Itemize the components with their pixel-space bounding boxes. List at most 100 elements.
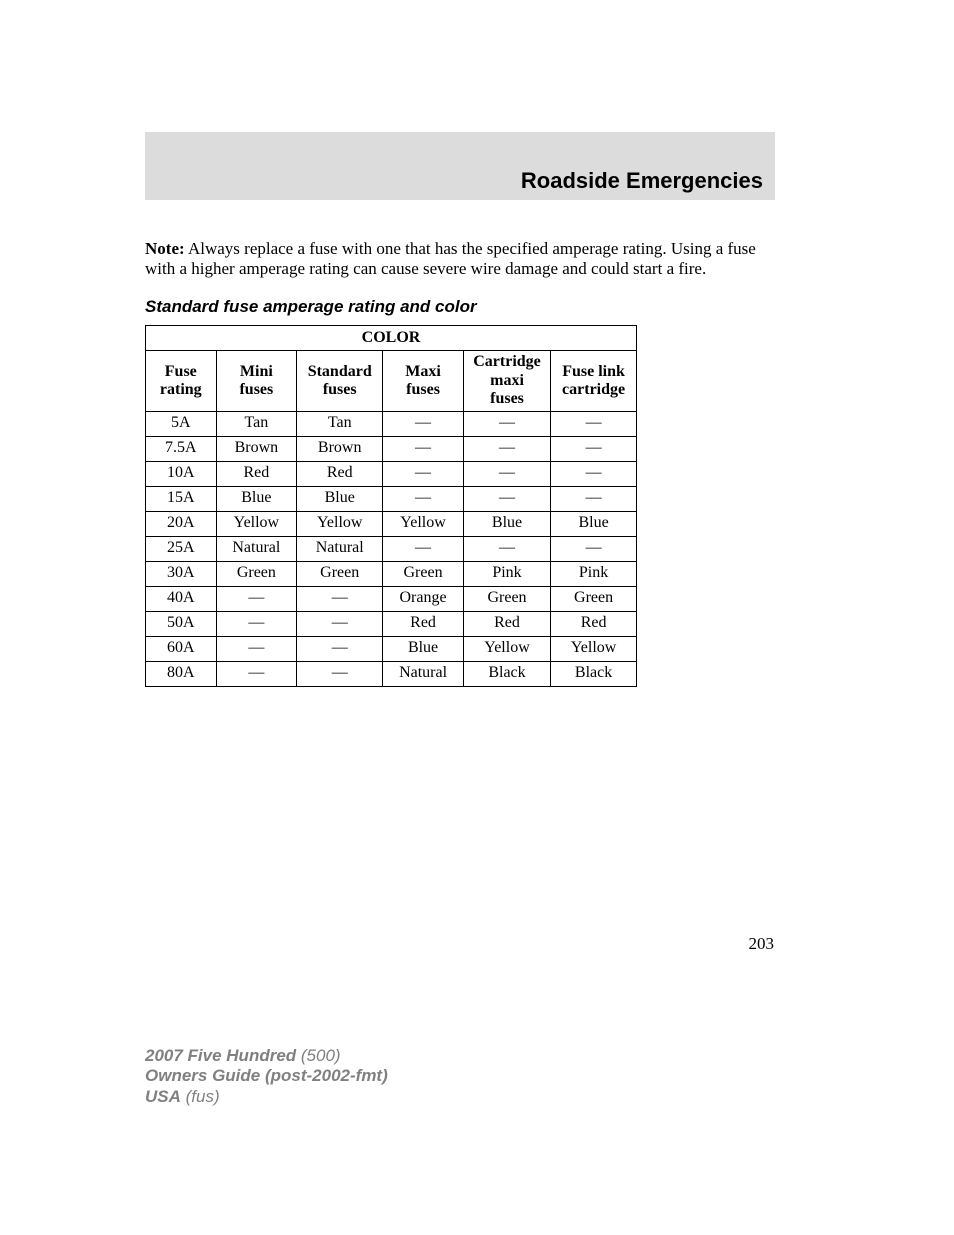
table-cell: Brown <box>216 436 297 461</box>
table-row: 5ATanTan——— <box>146 411 637 436</box>
table-column-header: Standardfuses <box>297 351 383 411</box>
table-row: 7.5ABrownBrown——— <box>146 436 637 461</box>
page: Roadside Emergencies Note: Always replac… <box>0 0 954 1235</box>
table-cell: Green <box>216 561 297 586</box>
table-header-row-color: COLOR <box>146 326 637 351</box>
table-cell: Natural <box>297 536 383 561</box>
table-cell: Red <box>551 611 637 636</box>
table-column-header: Cartridgemaxifuses <box>463 351 550 411</box>
table-row: 25ANaturalNatural——— <box>146 536 637 561</box>
table-cell: Orange <box>383 586 464 611</box>
table-row: 15ABlueBlue——— <box>146 486 637 511</box>
table-cell: Tan <box>216 411 297 436</box>
fuse-color-table: COLOR FuseratingMinifusesStandardfusesMa… <box>145 325 637 687</box>
table-cell: — <box>463 461 550 486</box>
table-row: 40A——OrangeGreenGreen <box>146 586 637 611</box>
table-column-header: Fuserating <box>146 351 217 411</box>
note-label: Note: <box>145 239 185 258</box>
table-cell: Red <box>463 611 550 636</box>
table-column-header: Maxifuses <box>383 351 464 411</box>
table-row: 10ARedRed——— <box>146 461 637 486</box>
footer-line-3: USA (fus) <box>145 1087 388 1107</box>
table-cell: 80A <box>146 661 217 686</box>
table-cell: — <box>216 636 297 661</box>
body-content: Note: Always replace a fuse with one tha… <box>145 222 775 687</box>
table-cell: — <box>297 661 383 686</box>
footer-region-code: (fus) <box>181 1087 220 1106</box>
footer-guide: Owners Guide (post-2002-fmt) <box>145 1066 388 1085</box>
table-cell: Green <box>551 586 637 611</box>
table-cell: — <box>463 411 550 436</box>
table-cell: — <box>216 586 297 611</box>
table-cell: Blue <box>463 511 550 536</box>
table-cell: Brown <box>297 436 383 461</box>
table-cell: 30A <box>146 561 217 586</box>
table-cell: Green <box>297 561 383 586</box>
table-cell: — <box>383 461 464 486</box>
table-cell: Green <box>383 561 464 586</box>
subheading-fuse-rating: Standard fuse amperage rating and color <box>145 297 775 317</box>
table-cell: — <box>383 436 464 461</box>
table-cell: — <box>551 461 637 486</box>
table-cell: Red <box>297 461 383 486</box>
table-cell: — <box>297 586 383 611</box>
footer-line-2: Owners Guide (post-2002-fmt) <box>145 1066 388 1086</box>
table-column-header: Fuse linkcartridge <box>551 351 637 411</box>
table-cell: Yellow <box>297 511 383 536</box>
table-cell: — <box>551 411 637 436</box>
table-cell: Red <box>216 461 297 486</box>
table-cell: — <box>551 486 637 511</box>
footer-region: USA <box>145 1087 181 1106</box>
table-cell: Green <box>463 586 550 611</box>
table-cell: Yellow <box>551 636 637 661</box>
note-paragraph: Note: Always replace a fuse with one tha… <box>145 239 775 279</box>
table-cell: — <box>216 611 297 636</box>
table-cell: — <box>551 536 637 561</box>
table-cell: 50A <box>146 611 217 636</box>
table-cell: Natural <box>216 536 297 561</box>
table-cell: Yellow <box>463 636 550 661</box>
table-cell: — <box>463 486 550 511</box>
table-cell: Blue <box>297 486 383 511</box>
table-cell: — <box>216 661 297 686</box>
table-cell: — <box>463 536 550 561</box>
table-color-header: COLOR <box>146 326 637 351</box>
table-cell: — <box>383 411 464 436</box>
table-cell: Pink <box>551 561 637 586</box>
table-cell: 15A <box>146 486 217 511</box>
table-cell: Blue <box>551 511 637 536</box>
page-number: 203 <box>749 934 775 954</box>
table-cell: Yellow <box>383 511 464 536</box>
table-cell: Black <box>463 661 550 686</box>
table-cell: Pink <box>463 561 550 586</box>
table-row: 20AYellowYellowYellowBlueBlue <box>146 511 637 536</box>
table-cell: 40A <box>146 586 217 611</box>
table-cell: — <box>551 436 637 461</box>
table-cell: Natural <box>383 661 464 686</box>
table-cell: 7.5A <box>146 436 217 461</box>
note-text: Always replace a fuse with one that has … <box>145 239 756 278</box>
footer-model: 2007 Five Hundred <box>145 1046 296 1065</box>
table-cell: Blue <box>216 486 297 511</box>
table-cell: — <box>297 611 383 636</box>
table-cell: Blue <box>383 636 464 661</box>
table-row: 50A——RedRedRed <box>146 611 637 636</box>
table-column-header: Minifuses <box>216 351 297 411</box>
table-row: 30AGreenGreenGreenPinkPink <box>146 561 637 586</box>
table-cell: 5A <box>146 411 217 436</box>
table-cell: Tan <box>297 411 383 436</box>
section-header-bar: Roadside Emergencies <box>145 132 775 200</box>
table-cell: — <box>463 436 550 461</box>
table-row: 80A——NaturalBlackBlack <box>146 661 637 686</box>
section-title: Roadside Emergencies <box>521 168 763 200</box>
table-cell: 25A <box>146 536 217 561</box>
footer-line-1: 2007 Five Hundred (500) <box>145 1046 388 1066</box>
table-cell: 10A <box>146 461 217 486</box>
footer-model-code: (500) <box>296 1046 340 1065</box>
table-row: 60A——BlueYellowYellow <box>146 636 637 661</box>
table-cell: Red <box>383 611 464 636</box>
table-cell: — <box>383 486 464 511</box>
table-cell: Yellow <box>216 511 297 536</box>
table-cell: — <box>383 536 464 561</box>
table-cell: 60A <box>146 636 217 661</box>
